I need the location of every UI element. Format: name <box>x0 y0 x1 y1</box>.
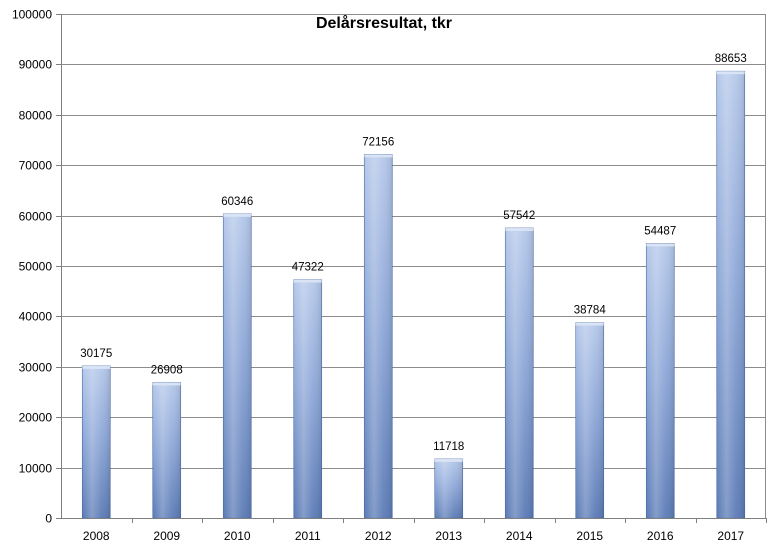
chart-title: Delårsresultat, tkr <box>316 14 452 32</box>
data-label-2012: 72156 <box>362 136 394 148</box>
data-label-2008: 30175 <box>80 348 112 360</box>
bars <box>81 70 746 519</box>
x-tick-label-2010: 2010 <box>224 529 251 543</box>
y-tick-label: 10000 <box>19 462 53 476</box>
y-tick-label: 80000 <box>19 109 53 123</box>
y-tick-label: 100000 <box>12 8 52 22</box>
y-tick-label: 90000 <box>19 58 53 72</box>
bar-shine-2017 <box>716 71 745 519</box>
bar-shine-2010 <box>223 213 252 519</box>
y-tick-label: 40000 <box>19 310 53 324</box>
y-tick-label: 50000 <box>19 260 53 274</box>
y-tick-label: 20000 <box>19 411 53 425</box>
bar-cap-2014 <box>505 227 534 231</box>
bar-cap-2012 <box>364 154 393 158</box>
data-label-2014: 57542 <box>503 210 535 222</box>
bar-cap-2010 <box>223 213 252 217</box>
x-tick-label-2009: 2009 <box>153 529 180 543</box>
axes <box>56 14 767 523</box>
bar-cap-2009 <box>152 382 181 386</box>
x-tick-label-2012: 2012 <box>365 529 392 543</box>
y-tick-label: 30000 <box>19 361 53 375</box>
bar-shine-2011 <box>293 279 322 518</box>
bar-cap-2017 <box>716 71 745 75</box>
data-label-2011: 47322 <box>292 261 324 273</box>
bar-cap-2008 <box>82 365 111 369</box>
data-label-2013: 11718 <box>433 441 464 453</box>
bar-shine-2013 <box>434 458 463 518</box>
bar-shine-2014 <box>505 227 534 518</box>
y-tick-label: 70000 <box>19 159 53 173</box>
x-tick-label-2014: 2014 <box>506 529 533 543</box>
x-tick-label-2015: 2015 <box>576 529 603 543</box>
data-label-2015: 38784 <box>574 305 607 317</box>
data-label-2010: 60346 <box>221 196 253 208</box>
bar-cap-2015 <box>575 322 604 326</box>
bar-shine-2015 <box>575 322 604 518</box>
x-tick-label-2008: 2008 <box>83 529 110 543</box>
bar-cap-2011 <box>293 279 322 283</box>
data-label-2017: 88653 <box>715 53 747 65</box>
x-tick-label-2013: 2013 <box>435 529 462 543</box>
bar-cap-2016 <box>646 243 675 247</box>
y-tick-label: 60000 <box>19 210 53 224</box>
bar-shine-2012 <box>364 154 393 519</box>
bar-shine-2009 <box>152 382 181 518</box>
labels: 0 10000 20000 30000 40000 50000 60000 70000 8000… <box>12 8 747 544</box>
bar-cap-2013 <box>434 458 463 462</box>
x-tick-label-2016: 2016 <box>647 529 674 543</box>
data-label-2016: 54487 <box>644 225 676 237</box>
x-tick-label-2017: 2017 <box>717 529 744 543</box>
bar-shine-2016 <box>646 243 675 519</box>
y-tick-label: 0 <box>45 512 52 526</box>
data-label-2009: 26908 <box>151 364 183 376</box>
x-tick-label-2011: 2011 <box>295 529 321 543</box>
bar-shine-2008 <box>82 365 111 518</box>
